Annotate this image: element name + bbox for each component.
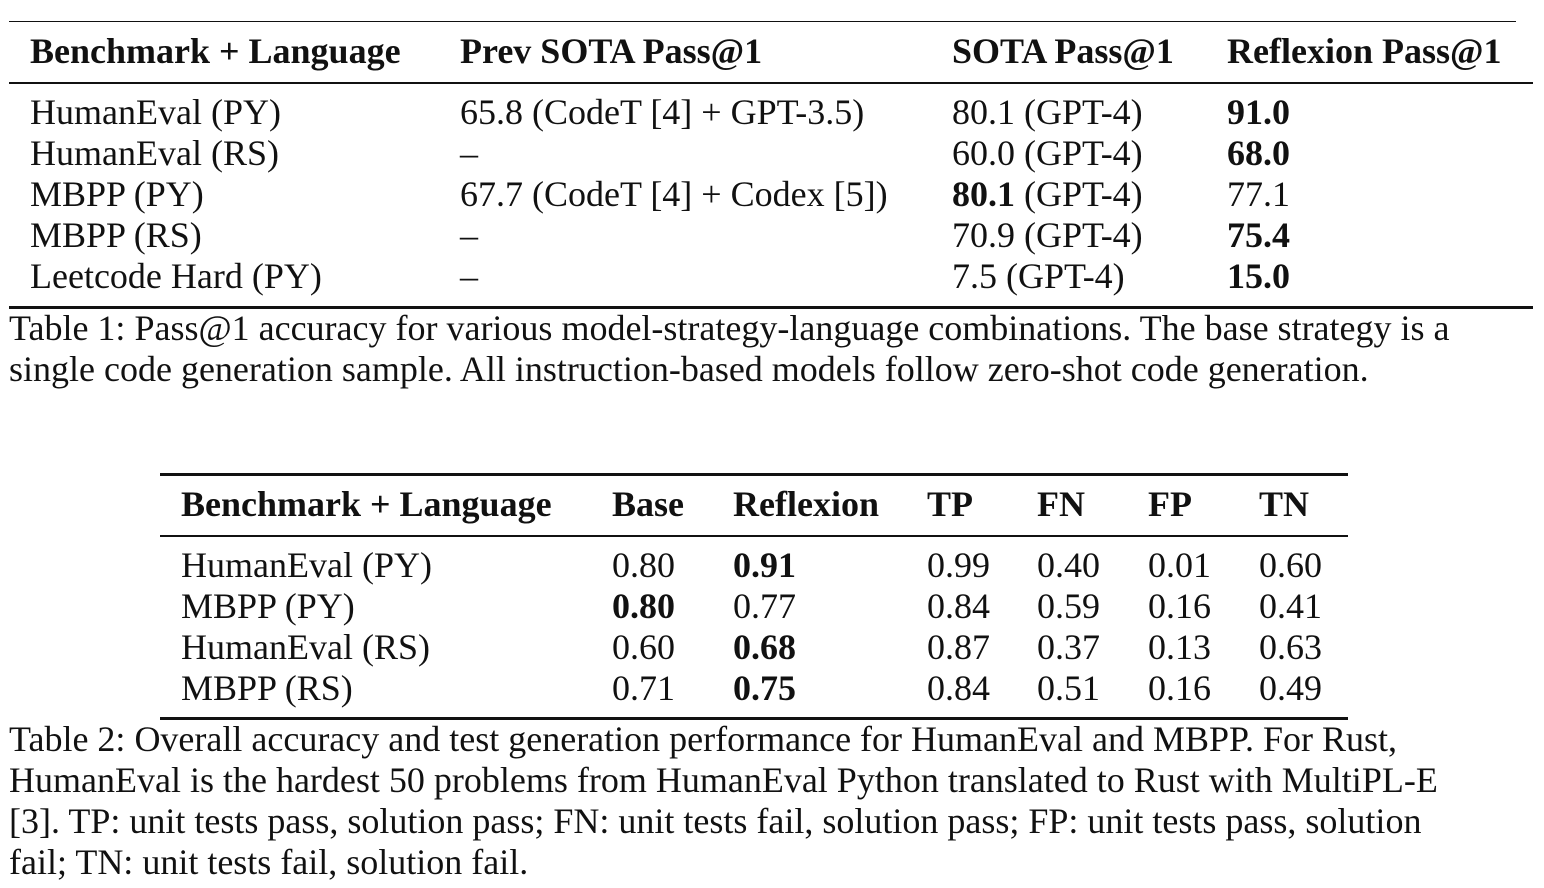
table-2-header-fn: FN [1037, 484, 1085, 524]
table-1-sota-value: 7.5 [952, 256, 997, 296]
table-2-header-tn: TN [1259, 484, 1310, 524]
table-1-sota: 70.9 (GPT-4) [952, 215, 1143, 255]
table-2-reflexion: 0.68 [733, 627, 796, 667]
table-2-header-tp: TP [927, 484, 974, 524]
table-1-sota-model: (GPT-4) [1015, 174, 1143, 214]
table-2-fp: 0.16 [1148, 586, 1211, 626]
table-1-sota-model: (GPT-4) [997, 256, 1125, 296]
table-1-header-benchmark: Benchmark + Language [30, 31, 401, 71]
table-2-tp: 0.99 [927, 545, 990, 585]
table-1-benchmark: HumanEval (RS) [30, 133, 279, 173]
table-2-fn: 0.40 [1037, 545, 1100, 585]
table-1-prev-sota: – [460, 133, 478, 173]
table-1-prev-sota: 67.7 (CodeT [4] + Codex [5]) [460, 174, 888, 214]
table-2-base: 0.71 [612, 668, 675, 708]
table-2-header-fp: FP [1148, 484, 1192, 524]
table-1-top-rule [9, 21, 1516, 22]
table-1-sota: 60.0 (GPT-4) [952, 133, 1143, 173]
table-1-sota-value: 70.9 [952, 215, 1015, 255]
table-1-prev-sota: – [460, 215, 478, 255]
table-1-benchmark: MBPP (PY) [30, 174, 204, 214]
table-1-reflexion: 68.0 [1227, 133, 1290, 173]
table-1-mid-rule [9, 82, 1533, 84]
table-2-tn: 0.41 [1259, 586, 1322, 626]
table-1-sota-value: 60.0 [952, 133, 1015, 173]
table-1-sota-value: 80.1 [952, 92, 1015, 132]
table-1-prev-sota: 65.8 (CodeT [4] + GPT-3.5) [460, 92, 865, 132]
table-1-caption-line: single code generation sample. All instr… [9, 349, 1369, 389]
table-2-reflexion: 0.77 [733, 586, 796, 626]
table-2-header-benchmark: Benchmark + Language [181, 484, 552, 524]
table-1-sota-model: (GPT-4) [1015, 215, 1143, 255]
table-2-caption-line: HumanEval is the hardest 50 problems fro… [9, 760, 1438, 800]
table-1-benchmark: HumanEval (PY) [30, 92, 281, 132]
table-1-benchmark: MBPP (RS) [30, 215, 202, 255]
table-1-sota-model: (GPT-4) [1015, 133, 1143, 173]
table-2-tp: 0.84 [927, 668, 990, 708]
table-1-bottom-rule [9, 306, 1533, 309]
table-2-tn: 0.60 [1259, 545, 1322, 585]
table-2-fp: 0.16 [1148, 668, 1211, 708]
table-2-benchmark: MBPP (RS) [181, 668, 353, 708]
table-1-sota-value: 80.1 [952, 174, 1015, 214]
table-1-header-sota: SOTA Pass@1 [952, 31, 1174, 71]
table-2-tn: 0.49 [1259, 668, 1322, 708]
table-2-top-rule [160, 473, 1348, 476]
table-1-reflexion: 77.1 [1227, 174, 1290, 214]
table-2-tp: 0.84 [927, 586, 990, 626]
table-2-reflexion: 0.91 [733, 545, 796, 585]
table-1-reflexion: 91.0 [1227, 92, 1290, 132]
table-1-sota: 80.1 (GPT-4) [952, 174, 1143, 214]
table-2-reflexion: 0.75 [733, 668, 796, 708]
table-1-reflexion: 15.0 [1227, 256, 1290, 296]
table-2-benchmark: HumanEval (RS) [181, 627, 430, 667]
table-2-mid-rule [160, 535, 1348, 537]
table-2-tn: 0.63 [1259, 627, 1322, 667]
table-1-sota: 7.5 (GPT-4) [952, 256, 1125, 296]
table-2-benchmark: MBPP (PY) [181, 586, 355, 626]
table-2-fn: 0.59 [1037, 586, 1100, 626]
table-2-caption-line: [3]. TP: unit tests pass, solution pass;… [9, 801, 1422, 841]
table-1-header-prev-sota: Prev SOTA Pass@1 [460, 31, 763, 71]
table-2-caption-line: Table 2: Overall accuracy and test gener… [9, 719, 1398, 759]
table-2-fp: 0.01 [1148, 545, 1211, 585]
table-2-base: 0.60 [612, 627, 675, 667]
table-2-bottom-rule [160, 717, 1348, 720]
table-1-reflexion: 75.4 [1227, 215, 1290, 255]
table-1-header-reflexion: Reflexion Pass@1 [1227, 31, 1502, 71]
table-2-benchmark: HumanEval (PY) [181, 545, 432, 585]
table-2-fn: 0.51 [1037, 668, 1100, 708]
table-2-fp: 0.13 [1148, 627, 1211, 667]
table-1-benchmark: Leetcode Hard (PY) [30, 256, 322, 296]
table-2-base: 0.80 [612, 545, 675, 585]
table-2-header-reflexion: Reflexion [733, 484, 879, 524]
table-2-tp: 0.87 [927, 627, 990, 667]
table-1-sota-model: (GPT-4) [1015, 92, 1143, 132]
table-1-caption-line: Table 1: Pass@1 accuracy for various mod… [9, 308, 1450, 348]
table-1-sota: 80.1 (GPT-4) [952, 92, 1143, 132]
table-2-caption-line: fail; TN: unit tests fail, solution fail… [9, 842, 529, 882]
table-1-prev-sota: – [460, 256, 478, 296]
table-2-fn: 0.37 [1037, 627, 1100, 667]
table-2-header-base: Base [612, 484, 684, 524]
table-2-base: 0.80 [612, 586, 675, 626]
